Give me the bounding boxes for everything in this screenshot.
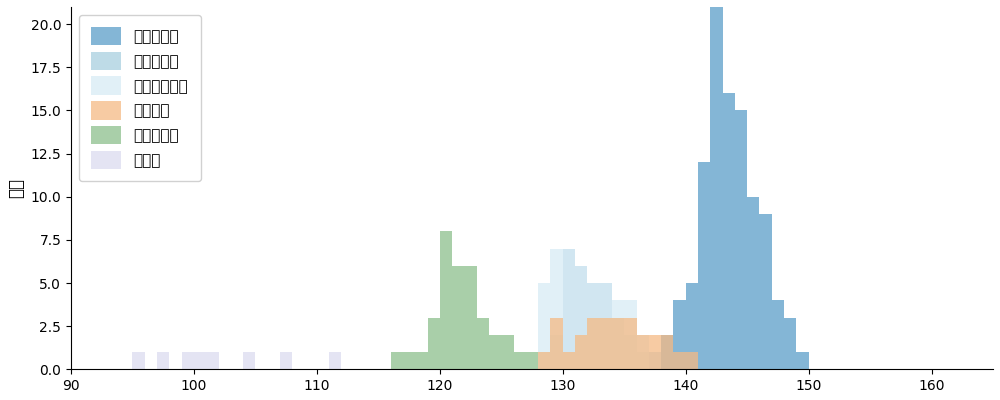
Bar bbox=[452, 266, 464, 369]
Bar bbox=[157, 352, 169, 369]
Bar bbox=[206, 352, 219, 369]
Bar bbox=[550, 335, 563, 369]
Bar bbox=[477, 318, 489, 369]
Bar bbox=[673, 300, 686, 369]
Bar bbox=[600, 318, 612, 369]
Bar bbox=[796, 352, 809, 369]
Bar bbox=[182, 352, 194, 369]
Bar bbox=[661, 335, 673, 369]
Bar bbox=[415, 352, 428, 369]
Bar bbox=[538, 283, 550, 369]
Bar bbox=[612, 318, 624, 369]
Bar bbox=[563, 352, 575, 369]
Bar bbox=[624, 318, 637, 369]
Bar bbox=[649, 352, 661, 369]
Bar bbox=[563, 248, 575, 369]
Bar bbox=[243, 352, 255, 369]
Bar bbox=[440, 231, 452, 369]
Bar bbox=[637, 352, 649, 369]
Bar bbox=[747, 197, 759, 369]
Bar bbox=[735, 110, 747, 369]
Bar bbox=[637, 335, 649, 369]
Bar bbox=[772, 300, 784, 369]
Bar bbox=[649, 335, 661, 369]
Bar bbox=[624, 300, 637, 369]
Bar bbox=[403, 352, 415, 369]
Bar bbox=[710, 7, 723, 369]
Bar bbox=[391, 352, 403, 369]
Bar bbox=[563, 248, 575, 369]
Bar bbox=[661, 335, 673, 369]
Bar bbox=[587, 283, 600, 369]
Bar bbox=[329, 352, 341, 369]
Bar bbox=[587, 283, 600, 369]
Bar bbox=[624, 335, 637, 369]
Bar bbox=[600, 283, 612, 369]
Bar bbox=[575, 335, 587, 369]
Bar bbox=[723, 93, 735, 369]
Bar bbox=[637, 335, 649, 369]
Y-axis label: 球数: 球数 bbox=[7, 178, 25, 198]
Bar bbox=[698, 162, 710, 369]
Bar bbox=[612, 318, 624, 369]
Bar bbox=[600, 283, 612, 369]
Bar bbox=[686, 283, 698, 369]
Bar bbox=[194, 352, 206, 369]
Bar bbox=[575, 266, 587, 369]
Bar bbox=[280, 352, 292, 369]
Bar bbox=[673, 352, 686, 369]
Legend: ストレート, ツーシーム, カットボール, フォーク, スライダー, カーブ: ストレート, ツーシーム, カットボール, フォーク, スライダー, カーブ bbox=[79, 14, 201, 182]
Bar bbox=[538, 352, 550, 369]
Bar bbox=[132, 352, 145, 369]
Bar bbox=[514, 352, 526, 369]
Bar bbox=[587, 318, 600, 369]
Bar bbox=[428, 318, 440, 369]
Bar bbox=[464, 266, 477, 369]
Bar bbox=[538, 352, 550, 369]
Bar bbox=[550, 318, 563, 369]
Bar bbox=[489, 335, 501, 369]
Bar bbox=[575, 266, 587, 369]
Bar bbox=[649, 352, 661, 369]
Bar bbox=[612, 300, 624, 369]
Bar bbox=[784, 318, 796, 369]
Bar bbox=[501, 335, 514, 369]
Bar bbox=[759, 214, 772, 369]
Bar bbox=[550, 248, 563, 369]
Bar bbox=[526, 352, 538, 369]
Bar bbox=[686, 352, 698, 369]
